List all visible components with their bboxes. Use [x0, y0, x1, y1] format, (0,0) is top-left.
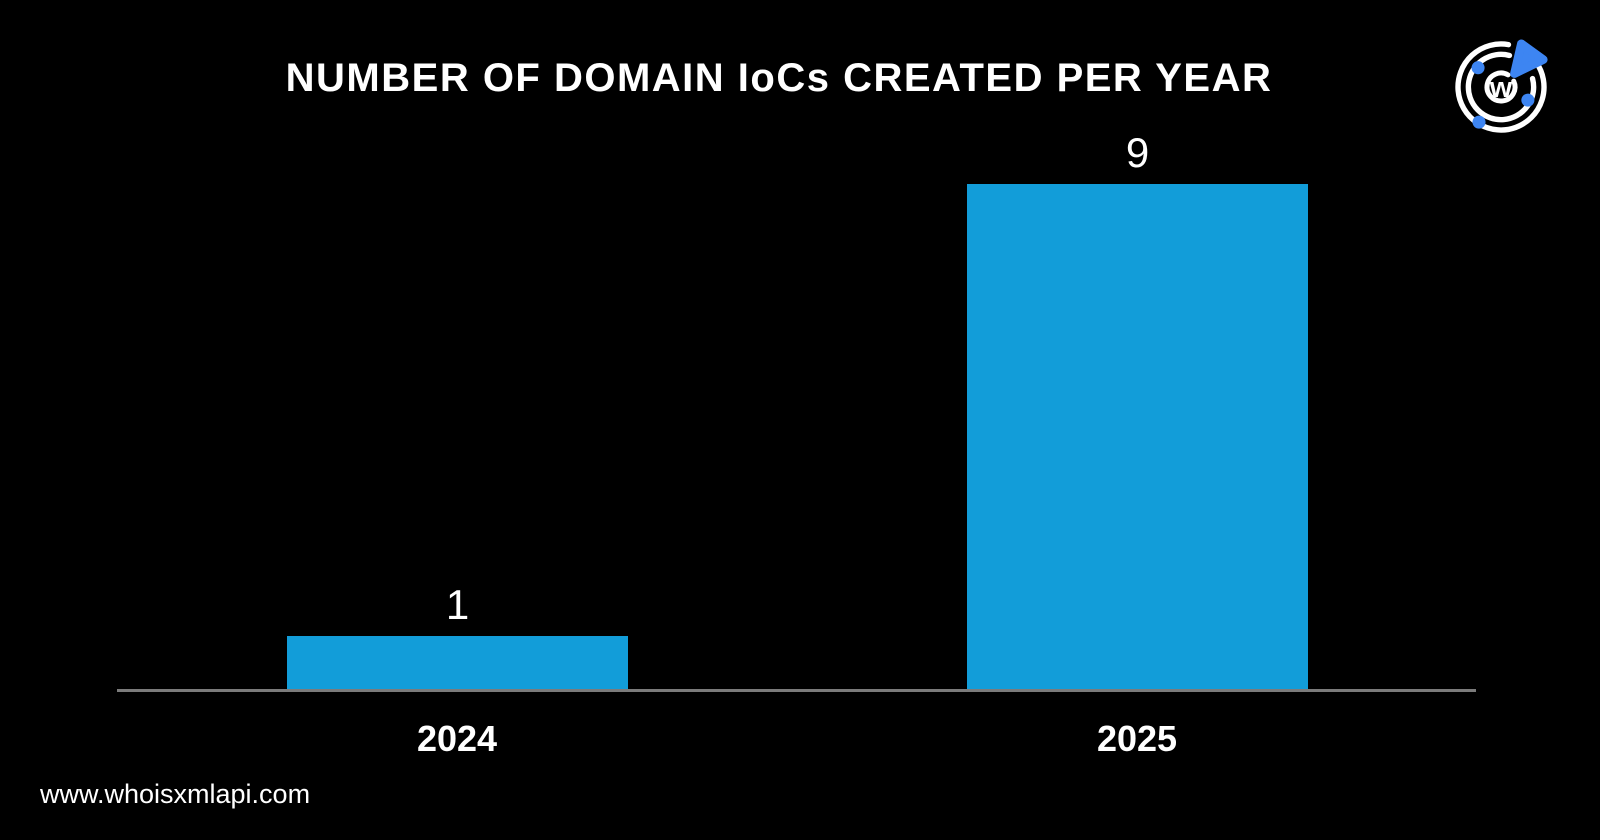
bar-2024 — [287, 636, 628, 692]
bar-value-label-2025: 9 — [1125, 129, 1150, 176]
bar-value-label-2024: 1 — [445, 581, 470, 628]
website-url: www.whoisxmlapi.com — [40, 779, 311, 809]
x-axis-line — [117, 689, 1476, 692]
logo-dot-lower-left — [1472, 115, 1486, 129]
logo-letter-w: w — [1489, 72, 1513, 104]
logo-beam-icon — [1510, 39, 1548, 78]
whoisxmlapi-logo: w — [1453, 39, 1549, 135]
whoisxmlapi-radar-icon: w — [1455, 39, 1548, 133]
chart-title: NUMBER OF DOMAIN IoCs CREATED PER YEAR — [285, 56, 1273, 100]
logo-inner-ring — [1484, 70, 1518, 104]
bar-group-2025: 9 — [967, 132, 1308, 692]
logo-dot-upper-left — [1471, 61, 1485, 75]
bar-group-2024: 1 — [287, 584, 628, 692]
bar-2025 — [967, 184, 1308, 692]
logo-dot-right — [1521, 93, 1535, 107]
x-tick-label-2024: 2024 — [416, 718, 498, 759]
x-tick-label-2025: 2025 — [1096, 718, 1178, 759]
